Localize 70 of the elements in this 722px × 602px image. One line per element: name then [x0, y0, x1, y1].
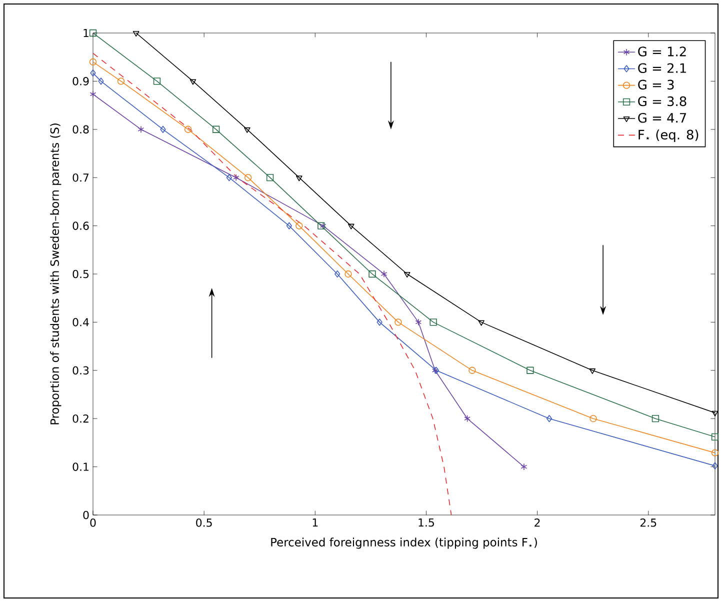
point: [132, 31, 140, 37]
point: [430, 318, 437, 326]
point: [590, 415, 597, 422]
x-tick-label: 0.5: [196, 518, 212, 527]
point: [652, 415, 660, 422]
point: [212, 126, 220, 133]
y-tick-label: 0: [83, 510, 89, 520]
legend-label: G = 1.2: [638, 46, 686, 56]
point: [711, 449, 719, 456]
x-axis-title: Perceived foreignness index (tipping points F$_{⋆}$): [271, 538, 537, 549]
y-tick-label: 0.3: [72, 366, 89, 375]
point: [98, 78, 104, 85]
y-tick-label: 0.9: [72, 77, 89, 86]
point: [711, 433, 719, 440]
point: [520, 463, 528, 470]
point: [190, 79, 196, 85]
point: [244, 174, 252, 182]
point: [712, 462, 718, 470]
point: [232, 174, 240, 182]
point: [344, 270, 352, 278]
point: [296, 176, 302, 182]
point: [464, 415, 470, 422]
point: [394, 318, 402, 326]
point: [546, 415, 552, 422]
legend-label: G = 4.7: [638, 112, 686, 123]
point: [226, 174, 232, 182]
x-tick-label: 1.5: [418, 518, 434, 527]
point: [368, 270, 376, 278]
point: [184, 126, 192, 133]
point: [334, 270, 340, 278]
point: [160, 126, 166, 133]
legend-label: F$_{⋆}$ (eq. 8): [638, 130, 698, 142]
x-tick-label: 1: [312, 518, 318, 527]
x-tick-label: 2: [534, 518, 540, 527]
y-tick-label: 0.7: [72, 173, 89, 182]
point: [478, 320, 484, 326]
legend-label: G = 3: [638, 80, 674, 90]
point: [138, 126, 144, 133]
point: [415, 318, 422, 326]
y-tick-label: 0.1: [72, 462, 88, 471]
y-tick-label: 0.4: [72, 318, 89, 326]
point: [89, 29, 97, 37]
legend-label: G = 2.1: [638, 63, 686, 73]
x-tick-label: 0: [90, 518, 96, 527]
y-tick-label: 0.8: [72, 125, 89, 134]
point: [153, 78, 161, 85]
point: [526, 366, 534, 374]
y-tick-label: 1: [84, 29, 88, 37]
point: [589, 368, 596, 374]
y-tick-label: 0.2: [72, 414, 88, 423]
point: [89, 58, 97, 66]
point: [348, 224, 354, 230]
point: [712, 410, 718, 416]
point: [117, 78, 125, 85]
point: [90, 69, 96, 77]
y-tick-label: 0.5: [72, 270, 89, 278]
point: [468, 366, 476, 374]
point: [244, 127, 250, 133]
x-tick-label: 2.5: [640, 518, 656, 527]
y-axis-title: Proportion of students with Sweden–born parents (S): [50, 124, 62, 424]
legend-label: G = 3.8: [638, 96, 686, 106]
point: [296, 222, 303, 230]
point: [404, 272, 410, 278]
y-tick-label: 0.6: [72, 222, 89, 230]
point: [286, 222, 292, 230]
point: [90, 90, 96, 98]
point: [376, 318, 382, 326]
point: [380, 270, 388, 278]
point: [266, 174, 274, 182]
line-series: [93, 52, 452, 515]
